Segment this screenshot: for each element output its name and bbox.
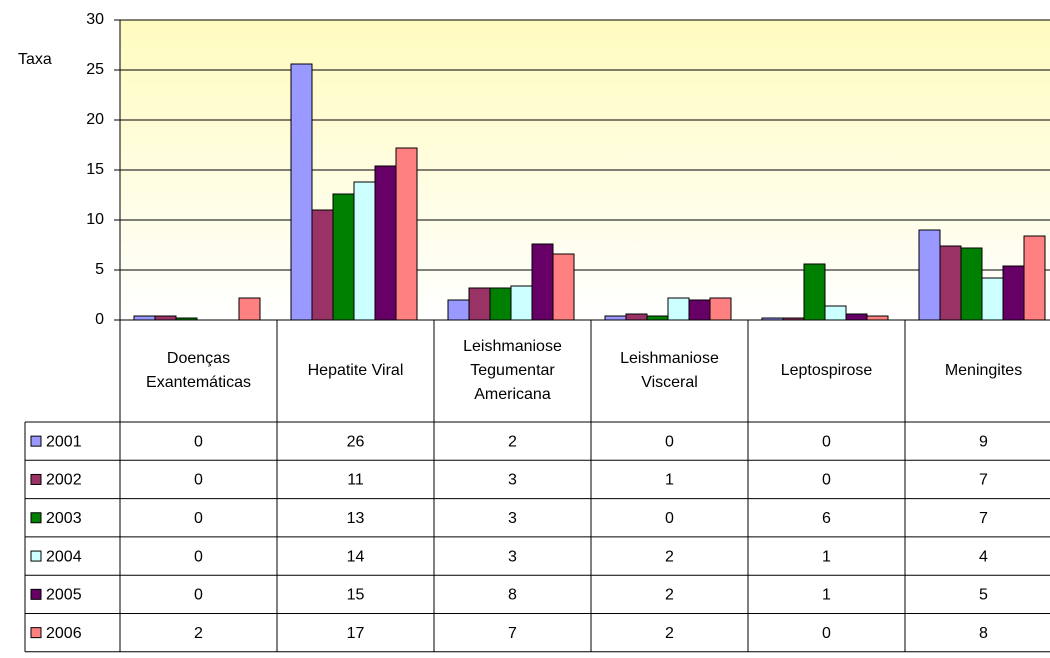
table-value: 17: [347, 625, 365, 642]
bar: [238, 297, 261, 321]
table-value: 0: [194, 548, 203, 565]
table-value: 2: [665, 587, 674, 604]
table-value: 1: [822, 587, 831, 604]
table-value: 0: [194, 510, 203, 527]
table-value: 11: [347, 472, 364, 489]
table-value: 5: [979, 587, 988, 604]
table-value: 3: [508, 548, 517, 565]
legend-label: 2003: [46, 510, 82, 527]
legend-label: 2006: [46, 625, 82, 642]
bar: [374, 165, 397, 321]
table-value: 0: [822, 472, 831, 489]
bar: [960, 247, 983, 321]
table-value: 7: [508, 625, 517, 642]
legend-swatch: [30, 435, 42, 447]
table-value: 0: [194, 433, 203, 450]
bar: [489, 287, 512, 321]
y-tick-label: 15: [86, 161, 104, 178]
x-tick-label: Leishmaniose Visceral: [620, 350, 719, 391]
table-value: 8: [508, 587, 517, 604]
legend-swatch: [30, 627, 42, 639]
table-value: 2: [665, 548, 674, 565]
bar: [290, 63, 313, 321]
table-value: 3: [508, 510, 517, 527]
category-cell: Leishmaniose Visceral: [620, 350, 719, 391]
legend-swatch: [30, 550, 42, 562]
table-value: 3: [508, 472, 517, 489]
bar: [688, 299, 711, 321]
category-cell: Leptospirose: [780, 362, 873, 379]
table-value: 2: [665, 625, 674, 642]
bar: [824, 305, 847, 321]
legend-label: 2002: [46, 472, 82, 489]
legend-label: 2001: [46, 433, 82, 450]
bar: [981, 277, 1004, 321]
table-value: 1: [665, 472, 674, 489]
y-tick-label: 30: [86, 11, 104, 28]
table-value: 9: [979, 433, 988, 450]
bar: [552, 253, 575, 321]
table-value: 0: [194, 472, 203, 489]
x-tick-label: Meningites: [944, 362, 1023, 379]
table-value: 0: [822, 625, 831, 642]
bar: [667, 297, 690, 321]
y-tick-label: 25: [86, 61, 104, 78]
legend-label: 2005: [46, 587, 82, 604]
y-tick-label: 5: [95, 261, 104, 278]
legend-label: 2004: [46, 548, 82, 565]
table-value: 7: [979, 510, 988, 527]
table-value: 8: [979, 625, 988, 642]
legend-swatch: [30, 473, 42, 485]
table-value: 0: [665, 433, 674, 450]
y-tick-label: 0: [95, 311, 104, 328]
bar: [531, 243, 554, 321]
table-value: 2: [194, 625, 203, 642]
bar: [939, 245, 962, 321]
legend-swatch: [30, 512, 42, 524]
x-tick-label: Leptospirose: [780, 362, 873, 379]
table-value: 2: [508, 433, 517, 450]
table-value: 0: [665, 510, 674, 527]
bar: [918, 229, 941, 321]
x-tick-label: Hepatite Viral: [307, 362, 404, 379]
table-value: 13: [347, 510, 365, 527]
bar: [1023, 235, 1046, 321]
category-cell: Leishmaniose Tegumentar Americana: [463, 338, 562, 403]
table-value: 26: [347, 433, 365, 450]
bar: [332, 193, 355, 321]
category-cell: Meningites: [944, 362, 1023, 379]
table-value: 6: [822, 510, 831, 527]
category-cell: Hepatite Viral: [307, 362, 404, 379]
y-tick-label: 10: [86, 211, 104, 228]
bar: [803, 263, 826, 321]
bar: [1002, 265, 1025, 321]
y-tick-label: 20: [86, 111, 104, 128]
x-tick-label: Doenças Exantemáticas: [146, 350, 251, 391]
table-value: 0: [822, 433, 831, 450]
table-value: 15: [347, 587, 365, 604]
category-cell: Doenças Exantemáticas: [146, 350, 251, 391]
y-axis-label: Taxa: [18, 51, 52, 68]
bar: [709, 297, 732, 321]
table-value: 1: [822, 548, 831, 565]
bar: [447, 299, 470, 321]
legend-swatch: [30, 588, 42, 600]
bar: [395, 147, 418, 321]
bar: [468, 287, 491, 321]
table-value: 7: [979, 472, 988, 489]
table-value: 4: [979, 548, 988, 565]
x-tick-label: Leishmaniose Tegumentar Americana: [463, 338, 562, 403]
bar: [311, 209, 334, 321]
bar: [353, 181, 376, 321]
table-value: 0: [194, 587, 203, 604]
bar: [510, 285, 533, 321]
table-value: 14: [347, 548, 365, 565]
